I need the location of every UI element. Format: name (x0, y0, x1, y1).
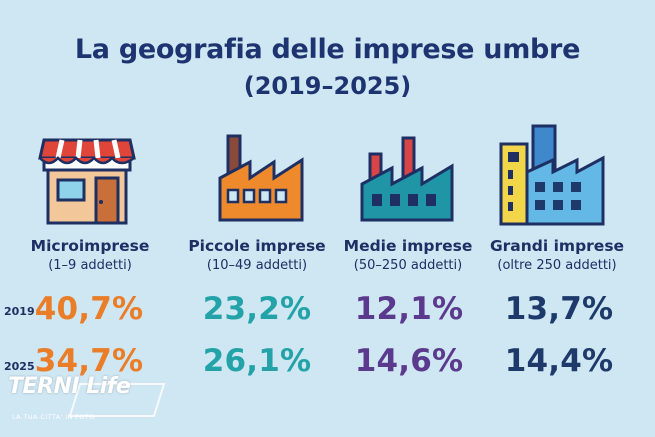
value-2019-medie: 12,1% (354, 291, 464, 327)
category-label-medie: Medie imprese (343, 237, 473, 255)
category-label-micro: Microimprese (30, 237, 150, 255)
small-factory-icon (218, 134, 304, 222)
page-subtitle: (2019–2025) (243, 72, 412, 100)
shop-icon (38, 138, 136, 225)
value-2019-micro: 40,7% (34, 291, 144, 327)
page-title: La geografia delle imprese umbre (74, 34, 581, 65)
large-factory-icon (499, 124, 605, 226)
year-label-2019: 2019 (4, 305, 35, 318)
category-range-micro: (1–9 addetti) (48, 258, 132, 273)
value-2025-grandi: 14,4% (504, 343, 614, 379)
watermark-brand: TERNI Life (8, 374, 131, 399)
category-label-piccole: Piccole imprese (188, 237, 326, 255)
value-2025-medie: 14,6% (354, 343, 464, 379)
value-2019-piccole: 23,2% (202, 291, 312, 327)
watermark-tagline: LA TUA CITTA' IN FOTO (12, 413, 95, 421)
year-label-2025: 2025 (4, 360, 35, 373)
category-label-grandi: Grandi imprese (489, 237, 625, 255)
category-range-medie: (50–250 addetti) (353, 258, 463, 273)
category-range-grandi: (oltre 250 addetti) (497, 258, 617, 273)
value-2025-piccole: 26,1% (202, 343, 312, 379)
value-2019-grandi: 13,7% (504, 291, 614, 327)
watermark-logo (68, 383, 166, 417)
category-range-piccole: (10–49 addetti) (206, 258, 308, 273)
value-2025-micro: 34,7% (34, 343, 144, 379)
medium-factory-icon (360, 136, 454, 222)
